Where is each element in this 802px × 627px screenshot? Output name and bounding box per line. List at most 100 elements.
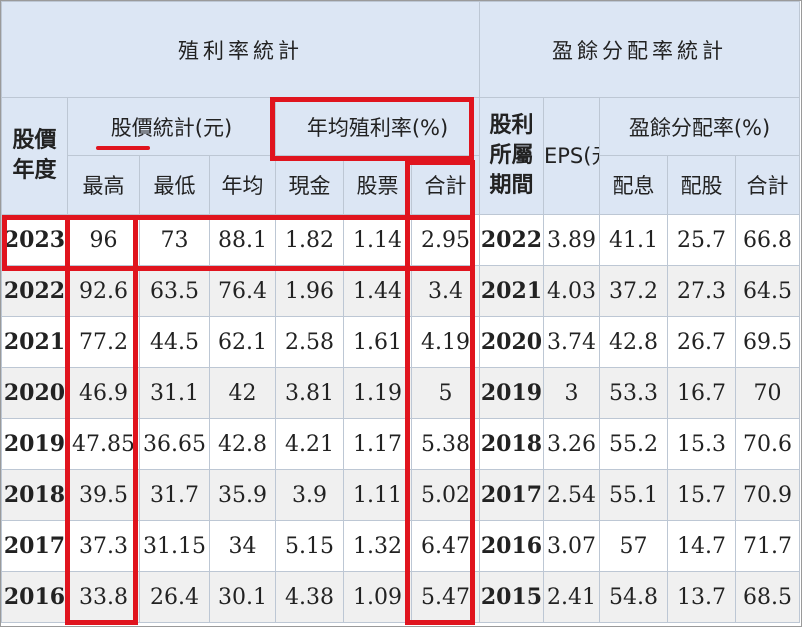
cell-pcash: 54.8 bbox=[599, 571, 668, 623]
cell-low: 31.15 bbox=[139, 520, 210, 572]
cell-pcash: 57 bbox=[599, 520, 668, 572]
cell-year: 2017 bbox=[1, 520, 68, 572]
cell-cash: 4.21 bbox=[275, 418, 344, 470]
cell-ptotal: 70 bbox=[734, 367, 801, 419]
cell-total: 5.38 bbox=[411, 418, 480, 470]
cell-total: 5 bbox=[411, 367, 480, 419]
col-low-header: 最低 bbox=[139, 155, 210, 215]
cell-high: 46.9 bbox=[67, 367, 140, 419]
cell-eps: 3 bbox=[543, 367, 600, 419]
cell-total: 5.47 bbox=[411, 571, 480, 623]
cell-avg: 76.4 bbox=[209, 265, 276, 317]
payout-ratio-header: 盈餘分配率(%) bbox=[598, 97, 801, 156]
cell-stock: 1.32 bbox=[343, 520, 412, 572]
cell-ptotal: 64.5 bbox=[734, 265, 801, 317]
col-payout-total-header: 合計 bbox=[734, 155, 801, 215]
cell-period: 2017 bbox=[479, 469, 544, 521]
cell-stock: 1.61 bbox=[343, 316, 412, 368]
cell-avg: 62.1 bbox=[209, 316, 276, 368]
cell-cash: 3.9 bbox=[275, 469, 344, 521]
cell-cash: 4.38 bbox=[275, 571, 344, 623]
cell-year: 2018 bbox=[1, 469, 68, 521]
cell-stock: 1.19 bbox=[343, 367, 412, 419]
cell-low: 36.65 bbox=[139, 418, 210, 470]
cell-total: 5.02 bbox=[411, 469, 480, 521]
cell-cash: 3.81 bbox=[275, 367, 344, 419]
cell-ptotal: 66.8 bbox=[734, 214, 801, 266]
cell-low: 26.4 bbox=[139, 571, 210, 623]
cell-low: 73 bbox=[139, 214, 210, 266]
cell-ptotal: 70.9 bbox=[734, 469, 801, 521]
cell-high: 39.5 bbox=[67, 469, 140, 521]
cell-avg: 42 bbox=[209, 367, 276, 419]
cell-year: 2021 bbox=[1, 316, 68, 368]
col-avg-header: 年均 bbox=[209, 155, 276, 215]
cell-year: 2016 bbox=[1, 571, 68, 623]
cell-high: 37.3 bbox=[67, 520, 140, 572]
cell-avg: 88.1 bbox=[209, 214, 276, 266]
cell-avg: 30.1 bbox=[209, 571, 276, 623]
cell-low: 31.1 bbox=[139, 367, 210, 419]
cell-period: 2016 bbox=[479, 520, 544, 572]
cell-low: 63.5 bbox=[139, 265, 210, 317]
cell-year: 2020 bbox=[1, 367, 68, 419]
cell-pstock: 16.7 bbox=[667, 367, 736, 419]
cell-ptotal: 69.5 bbox=[734, 316, 801, 368]
cell-eps: 2.54 bbox=[543, 469, 600, 521]
table-row: 2016 33.8 26.4 30.1 4.38 1.09 5.47 2015 2.41 54.8… bbox=[1, 571, 801, 623]
cell-pcash: 55.2 bbox=[599, 418, 668, 470]
cell-period: 2022 bbox=[479, 214, 544, 266]
cell-avg: 42.8 bbox=[209, 418, 276, 470]
cell-year: 2023 bbox=[1, 214, 68, 266]
col-high-header: 最高 bbox=[67, 155, 140, 215]
cell-high: 92.6 bbox=[67, 265, 140, 317]
cell-stock: 1.09 bbox=[343, 571, 412, 623]
cell-period: 2019 bbox=[479, 367, 544, 419]
table-row: 2017 37.3 31.15 34 5.15 1.32 6.47 2016 3.07 57 14.… bbox=[1, 520, 801, 572]
cell-high: 47.85 bbox=[67, 418, 140, 470]
cell-eps: 4.03 bbox=[543, 265, 600, 317]
cell-eps: 3.89 bbox=[543, 214, 600, 266]
cell-avg: 34 bbox=[209, 520, 276, 572]
cell-stock: 1.14 bbox=[343, 214, 412, 266]
table-row: 2023 96 73 88.1 1.82 1.14 2.95 2022 3.89 41.1 25.7… bbox=[1, 214, 801, 266]
cell-period: 2018 bbox=[479, 418, 544, 470]
cell-pcash: 37.2 bbox=[599, 265, 668, 317]
col-stock-header: 股票 bbox=[343, 155, 412, 215]
cell-cash: 5.15 bbox=[275, 520, 344, 572]
stock-year-header: 股價年度 bbox=[1, 97, 68, 215]
col-cash-header: 現金 bbox=[275, 155, 344, 215]
cell-eps: 2.41 bbox=[543, 571, 600, 623]
cell-eps: 3.07 bbox=[543, 520, 600, 572]
payout-stats-title: 盈餘分配率統計 bbox=[478, 1, 801, 98]
cell-eps: 3.74 bbox=[543, 316, 600, 368]
cell-year: 2019 bbox=[1, 418, 68, 470]
avg-yield-header: 年均殖利率(%) bbox=[275, 97, 480, 156]
cell-pstock: 13.7 bbox=[667, 571, 736, 623]
cell-stock: 1.17 bbox=[343, 418, 412, 470]
cell-stock: 1.44 bbox=[343, 265, 412, 317]
cell-pstock: 26.7 bbox=[667, 316, 736, 368]
cell-pstock: 14.7 bbox=[667, 520, 736, 572]
table-row: 2019 47.85 36.65 42.8 4.21 1.17 5.38 2018 3.26 55… bbox=[1, 418, 801, 470]
cell-cash: 1.82 bbox=[275, 214, 344, 266]
cell-period: 2015 bbox=[479, 571, 544, 623]
eps-header: EPS(元) bbox=[543, 97, 600, 215]
cell-stock: 1.11 bbox=[343, 469, 412, 521]
cell-high: 33.8 bbox=[67, 571, 140, 623]
col-total-header: 合計 bbox=[411, 155, 480, 215]
cell-low: 44.5 bbox=[139, 316, 210, 368]
cell-total: 4.19 bbox=[411, 316, 480, 368]
cell-high: 96 bbox=[67, 214, 140, 266]
cell-pstock: 15.7 bbox=[667, 469, 736, 521]
table-row: 2020 46.9 31.1 42 3.81 1.19 5 2019 3 53.3 16.7 70 bbox=[1, 367, 801, 419]
cell-total: 2.95 bbox=[411, 214, 480, 266]
table-row: 2022 92.6 63.5 76.4 1.96 1.44 3.4 2021 4.03 37.2 2… bbox=[1, 265, 801, 317]
cell-pcash: 41.1 bbox=[599, 214, 668, 266]
cell-high: 77.2 bbox=[67, 316, 140, 368]
cell-pstock: 25.7 bbox=[667, 214, 736, 266]
table-row: 2021 77.2 44.5 62.1 2.58 1.61 4.19 2020 3.74 42.8… bbox=[1, 316, 801, 368]
dividend-period-header: 股利所屬期間 bbox=[479, 97, 544, 215]
cell-pcash: 55.1 bbox=[599, 469, 668, 521]
cell-pcash: 53.3 bbox=[599, 367, 668, 419]
